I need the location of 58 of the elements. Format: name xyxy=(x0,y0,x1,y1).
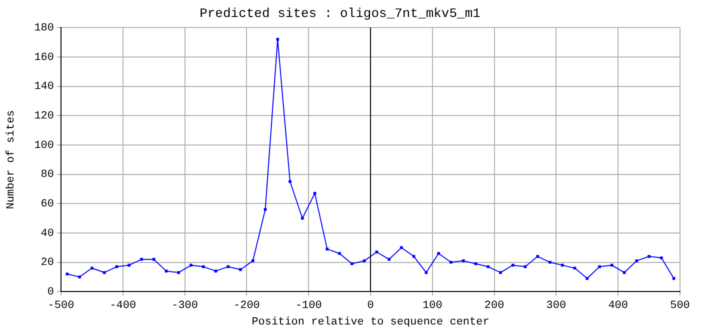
point xyxy=(412,254,416,258)
x-axis-title: Position relative to sequence center xyxy=(252,316,490,328)
point xyxy=(622,271,626,274)
point xyxy=(548,260,552,264)
point xyxy=(140,258,143,261)
point xyxy=(511,264,514,267)
point xyxy=(375,250,378,254)
x-tick-label: -200 xyxy=(234,300,260,312)
point xyxy=(66,272,69,276)
y-tick-label: 160 xyxy=(34,52,54,64)
x-tick-label: -100 xyxy=(295,300,322,312)
point xyxy=(388,258,390,261)
point xyxy=(301,216,304,220)
point xyxy=(102,271,106,274)
point xyxy=(202,265,205,268)
y-tick-label: 140 xyxy=(34,81,54,94)
point xyxy=(264,208,267,211)
y-tick-label: 0 xyxy=(47,286,54,299)
x-tick-label: 0 xyxy=(367,300,374,312)
point xyxy=(560,264,564,267)
point xyxy=(276,38,280,41)
y-tick-label: 20 xyxy=(40,257,54,270)
point xyxy=(128,264,131,267)
point xyxy=(190,264,192,267)
y-tick-label: 100 xyxy=(34,140,54,152)
y-tick-label: 180 xyxy=(34,22,54,35)
x-tick-label: -400 xyxy=(110,300,136,312)
point xyxy=(462,259,465,262)
y-tick-label: 120 xyxy=(34,110,54,123)
x-tick-label: 300 xyxy=(546,300,566,312)
point xyxy=(586,276,589,280)
point xyxy=(424,271,428,274)
x-tick-label: -500 xyxy=(48,300,74,312)
chart-title: Predicted sites : oligos_7nt_mkv5_m1 xyxy=(200,6,481,22)
point xyxy=(350,262,354,266)
x-tick-label: 200 xyxy=(484,300,504,312)
point xyxy=(573,266,576,270)
point xyxy=(672,276,676,280)
point xyxy=(164,270,168,272)
point xyxy=(610,264,614,267)
y-tick-label: 40 xyxy=(40,228,54,240)
point xyxy=(214,270,218,272)
point xyxy=(326,248,329,250)
point xyxy=(177,271,180,274)
point xyxy=(536,254,540,258)
point xyxy=(251,259,254,262)
x-tick-label: 500 xyxy=(670,300,690,312)
point xyxy=(598,265,601,268)
y-axis-title: Number of sites xyxy=(6,110,18,210)
point xyxy=(486,265,490,268)
y-tick-label: 60 xyxy=(40,198,54,211)
x-tick-label: 100 xyxy=(422,300,442,312)
point xyxy=(152,258,156,261)
x-tick-label: -300 xyxy=(172,300,198,312)
point xyxy=(226,265,230,268)
point xyxy=(450,260,452,264)
y-tick-label: 80 xyxy=(40,169,54,182)
x-tick-label: 400 xyxy=(608,300,628,312)
